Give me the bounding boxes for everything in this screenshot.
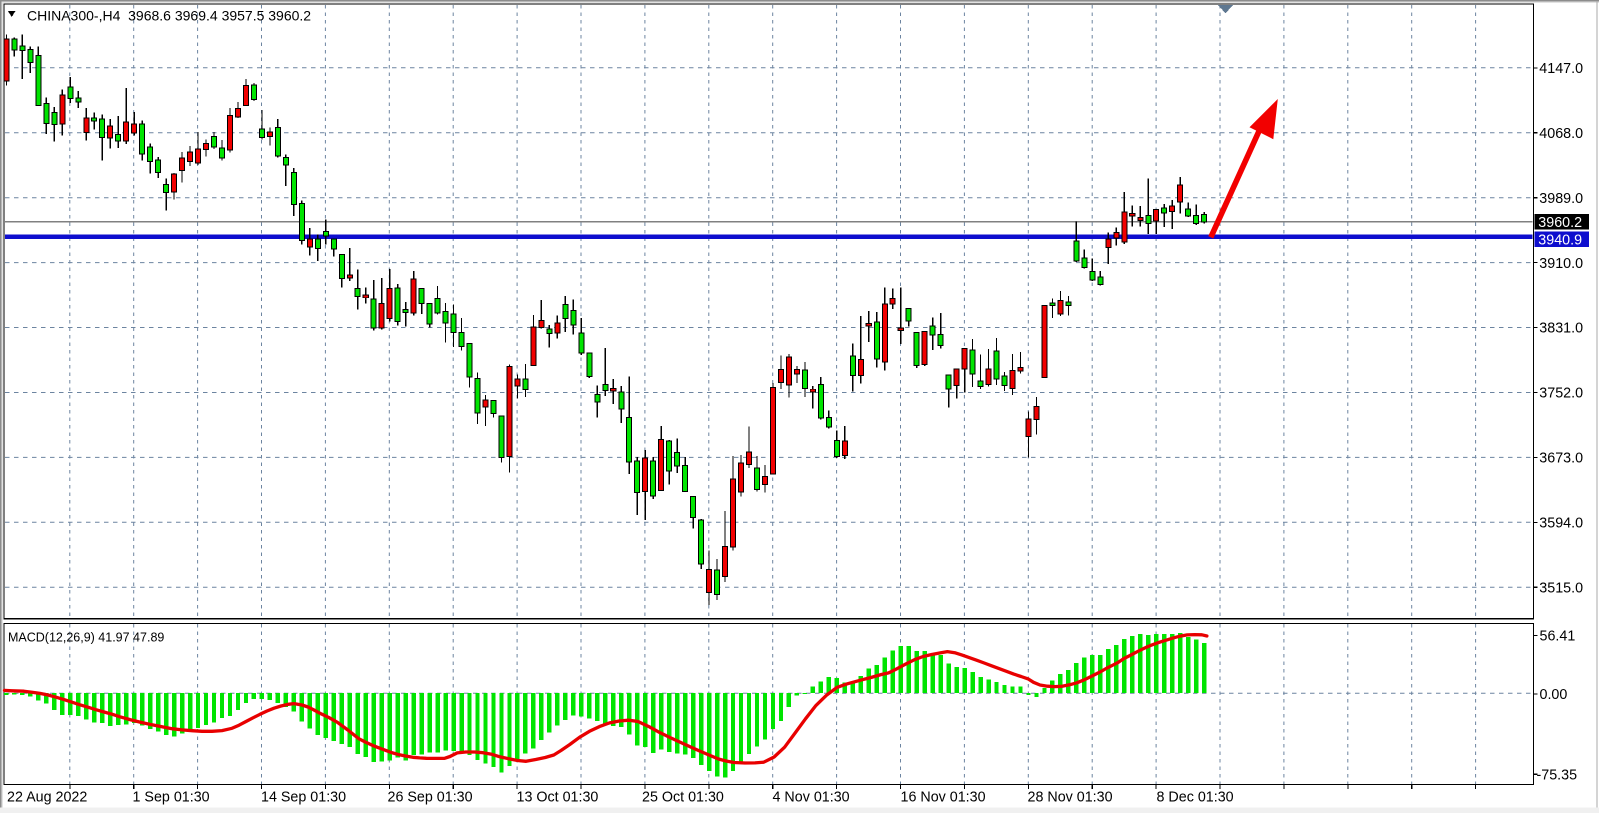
svg-text:3831.0: 3831.0	[1539, 321, 1583, 337]
svg-text:MACD(12,26,9) 41.97 47.89: MACD(12,26,9) 41.97 47.89	[8, 631, 164, 645]
svg-text:26 Sep 01:30: 26 Sep 01:30	[388, 790, 473, 806]
svg-text:3989.0: 3989.0	[1539, 191, 1583, 207]
svg-text:4147.0: 4147.0	[1539, 61, 1583, 77]
svg-text:56.41: 56.41	[1540, 629, 1576, 645]
svg-text:-75.35: -75.35	[1537, 767, 1578, 783]
svg-text:16 Nov 01:30: 16 Nov 01:30	[901, 790, 986, 806]
svg-text:14 Sep 01:30: 14 Sep 01:30	[261, 790, 346, 806]
svg-text:CHINA300-,H4 3968.6 3969.4 39: CHINA300-,H4 3968.6 3969.4 3957.5 3960.2	[27, 8, 311, 24]
svg-text:28 Nov 01:30: 28 Nov 01:30	[1028, 790, 1113, 806]
svg-text:3910.0: 3910.0	[1539, 256, 1583, 272]
svg-text:8 Dec 01:30: 8 Dec 01:30	[1157, 790, 1234, 806]
svg-text:1 Sep 01:30: 1 Sep 01:30	[133, 790, 210, 806]
svg-text:3515.0: 3515.0	[1539, 580, 1583, 596]
svg-text:13 Oct 01:30: 13 Oct 01:30	[517, 790, 599, 806]
svg-text:3752.0: 3752.0	[1539, 386, 1583, 402]
svg-text:4068.0: 4068.0	[1539, 126, 1583, 142]
svg-text:4 Nov 01:30: 4 Nov 01:30	[773, 790, 850, 806]
svg-text:3673.0: 3673.0	[1539, 451, 1583, 467]
svg-text:0.00: 0.00	[1540, 687, 1568, 703]
svg-text:22 Aug 2022: 22 Aug 2022	[7, 790, 87, 806]
svg-text:25 Oct 01:30: 25 Oct 01:30	[642, 790, 724, 806]
svg-text:3960.2: 3960.2	[1538, 215, 1582, 231]
svg-text:3940.9: 3940.9	[1538, 233, 1582, 249]
svg-text:3594.0: 3594.0	[1539, 516, 1583, 532]
